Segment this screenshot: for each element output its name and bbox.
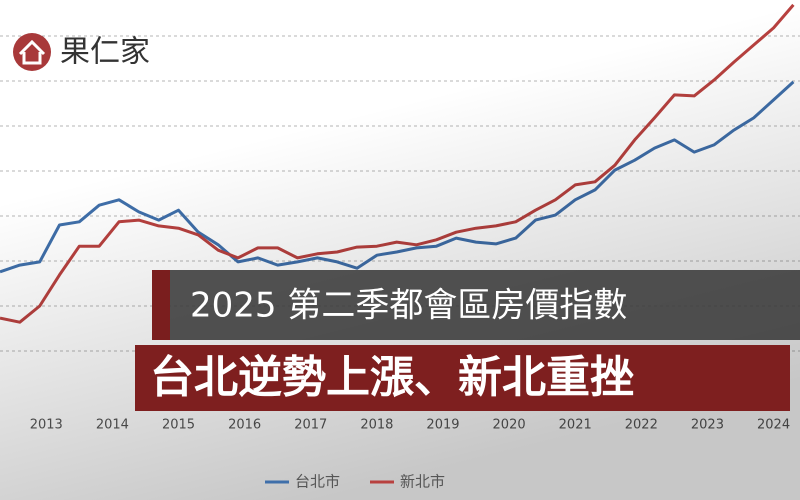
chart-subtitle: 台北逆勢上漲、新北重挫 — [150, 352, 634, 403]
title-accent — [152, 270, 170, 340]
legend-label: 台北市 — [295, 473, 340, 491]
logo: 果仁家 — [13, 33, 150, 71]
logo-icon — [13, 33, 51, 71]
legend-label: 新北市 — [400, 473, 445, 491]
logo-house — [18, 39, 46, 65]
chart-title: 2025 第二季都會區房價指數 — [190, 286, 627, 326]
brand: 果仁家 — [60, 35, 150, 70]
subtitle-box — [135, 345, 790, 411]
banner: 2025 第二季都會區房價指數 台北逆勢上漲、新北重挫 — [135, 270, 800, 411]
title-box — [152, 270, 800, 340]
